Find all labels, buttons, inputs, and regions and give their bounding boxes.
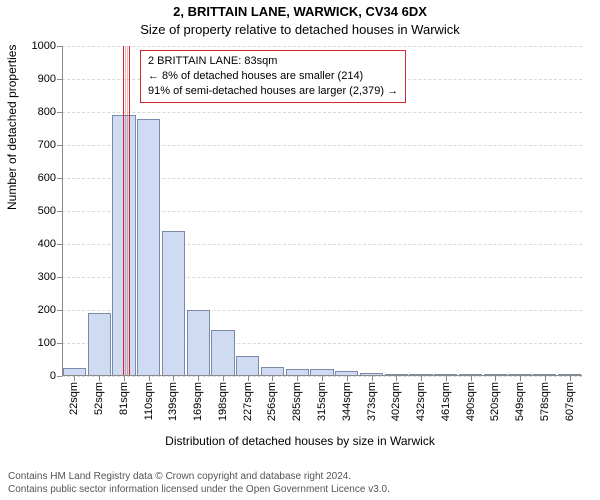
xtick-mark <box>347 376 348 381</box>
xtick-mark <box>570 376 571 381</box>
y-axis-label: Number of detached properties <box>5 45 19 210</box>
xtick-mark <box>99 376 100 381</box>
xtick-label: 285sqm <box>291 382 303 421</box>
footer: Contains HM Land Registry data © Crown c… <box>8 470 592 496</box>
xtick-mark <box>446 376 447 381</box>
xtick-mark <box>272 376 273 381</box>
plot-area: 2 BRITTAIN LANE: 83sqm← 8% of detached h… <box>62 46 582 376</box>
xtick-label: 490sqm <box>465 382 477 421</box>
xtick-mark <box>545 376 546 381</box>
xtick-mark <box>173 376 174 381</box>
xtick-label: 344sqm <box>341 382 353 421</box>
xtick-label: 373sqm <box>366 382 378 421</box>
xtick-label: 22sqm <box>68 382 80 415</box>
footer-line-2: Contains public sector information licen… <box>8 483 592 496</box>
xtick-mark <box>223 376 224 381</box>
xtick-mark <box>520 376 521 381</box>
xtick-label: 520sqm <box>489 382 501 421</box>
ytick-mark <box>57 376 62 377</box>
ytick-label: 0 <box>50 370 56 382</box>
xtick-mark <box>74 376 75 381</box>
xtick-label: 607sqm <box>564 382 576 421</box>
xtick-label: 110sqm <box>143 382 155 420</box>
xtick-mark <box>396 376 397 381</box>
annotation-box: 2 BRITTAIN LANE: 83sqm← 8% of detached h… <box>140 50 406 103</box>
ytick-label: 200 <box>38 304 56 316</box>
ytick-label: 800 <box>38 106 56 118</box>
ytick-label: 1000 <box>32 40 56 52</box>
ytick-label: 600 <box>38 172 56 184</box>
xtick-mark <box>495 376 496 381</box>
xtick-label: 227sqm <box>242 382 254 421</box>
annotation-line: 91% of semi-detached houses are larger (… <box>148 84 398 99</box>
xtick-label: 169sqm <box>192 382 204 421</box>
annotation-line: ← 8% of detached houses are smaller (214… <box>148 69 398 84</box>
ytick-mark <box>57 310 62 311</box>
xtick-label: 81sqm <box>118 382 130 415</box>
xtick-label: 578sqm <box>539 382 551 421</box>
xtick-mark <box>297 376 298 381</box>
xtick-mark <box>124 376 125 381</box>
x-axis-label: Distribution of detached houses by size … <box>0 434 600 448</box>
ytick-mark <box>57 277 62 278</box>
ytick-label: 400 <box>38 238 56 250</box>
ytick-mark <box>57 46 62 47</box>
xtick-label: 402sqm <box>390 382 402 421</box>
xtick-mark <box>198 376 199 381</box>
page-title: 2, BRITTAIN LANE, WARWICK, CV34 6DX <box>0 4 600 19</box>
xtick-mark <box>248 376 249 381</box>
xtick-label: 549sqm <box>514 382 526 421</box>
ytick-mark <box>57 145 62 146</box>
footer-line-1: Contains HM Land Registry data © Crown c… <box>8 470 592 483</box>
xtick-mark <box>149 376 150 381</box>
ytick-label: 900 <box>38 73 56 85</box>
chart-container: 2, BRITTAIN LANE, WARWICK, CV34 6DX Size… <box>0 0 600 500</box>
page-subtitle: Size of property relative to detached ho… <box>0 22 600 37</box>
xtick-label: 461sqm <box>440 382 452 421</box>
ytick-label: 500 <box>38 205 56 217</box>
xtick-mark <box>372 376 373 381</box>
xtick-label: 52sqm <box>93 382 105 415</box>
ytick-mark <box>57 211 62 212</box>
ytick-label: 100 <box>38 337 56 349</box>
xtick-mark <box>471 376 472 381</box>
ytick-label: 300 <box>38 271 56 283</box>
xtick-label: 256sqm <box>266 382 278 421</box>
xtick-label: 315sqm <box>316 382 328 421</box>
xtick-mark <box>421 376 422 381</box>
ytick-mark <box>57 343 62 344</box>
ytick-mark <box>57 244 62 245</box>
ytick-mark <box>57 178 62 179</box>
xtick-label: 139sqm <box>167 382 179 421</box>
xtick-label: 198sqm <box>217 382 229 421</box>
ytick-label: 700 <box>38 139 56 151</box>
ytick-mark <box>57 112 62 113</box>
annotation-line: 2 BRITTAIN LANE: 83sqm <box>148 54 398 69</box>
xtick-label: 432sqm <box>415 382 427 421</box>
ytick-mark <box>57 79 62 80</box>
xtick-mark <box>322 376 323 381</box>
